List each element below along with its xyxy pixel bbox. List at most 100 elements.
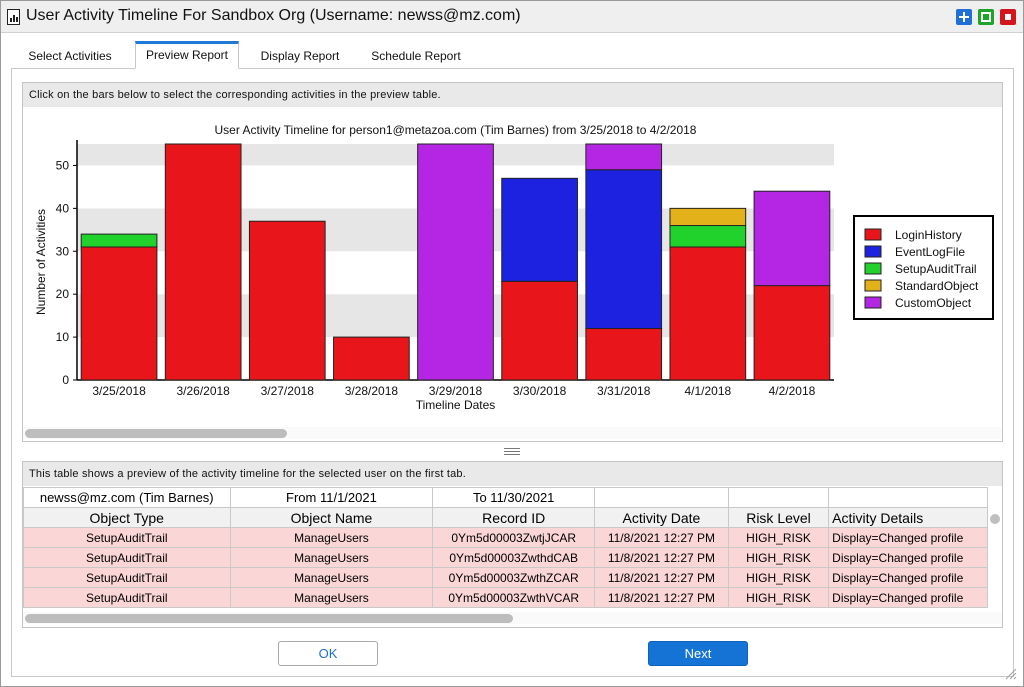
close-icon[interactable] (1000, 9, 1016, 25)
table-vertical-scroll-thumb[interactable] (990, 514, 1000, 524)
bar-loginhistory[interactable] (753, 285, 831, 381)
cell-risk-level: HIGH_RISK (727, 527, 830, 548)
tab-select-activities[interactable]: Select Activities (28, 49, 112, 63)
cell-activity-date: 11/8/2021 12:27 PM (594, 547, 729, 568)
legend-swatch (864, 296, 882, 309)
chart-hint: Click on the bars below to select the co… (23, 83, 1002, 107)
preview-table: newss@mz.com (Tim Barnes) From 11/1/2021… (23, 487, 988, 608)
bar-loginhistory[interactable] (164, 143, 242, 381)
cell-record-id: 0Ym5d00003ZwthZCAR (432, 567, 595, 588)
x-axis-label: Timeline Dates (416, 398, 496, 412)
plus-icon[interactable] (956, 9, 972, 25)
col-header-risk-level[interactable]: Risk Level (727, 507, 830, 528)
cell-record-id: 0Ym5d00003ZwthdCAB (432, 547, 595, 568)
legend-label: LoginHistory (895, 228, 962, 242)
col-header-activity-date[interactable]: Activity Date (594, 507, 729, 528)
table-meta-row: newss@mz.com (Tim Barnes) From 11/1/2021… (23, 487, 988, 508)
y-axis-label: Number of Activities (34, 209, 48, 315)
legend-swatch (864, 245, 882, 258)
col-header-record-id[interactable]: Record ID (432, 507, 595, 528)
cell-activity-details: Display=Changed profile (828, 587, 988, 608)
resize-grip-icon[interactable] (1005, 668, 1017, 680)
window-title: User Activity Timeline For Sandbox Org (… (26, 7, 521, 24)
bar-customobject[interactable] (585, 143, 663, 171)
preview-table-viewport: newss@mz.com (Tim Barnes) From 11/1/2021… (23, 487, 988, 611)
table-scroll-thumb[interactable] (25, 614, 513, 623)
chart-horizontal-scrollbar[interactable] (23, 427, 1002, 439)
ok-button[interactable]: OK (278, 641, 378, 666)
bar-eventlogfile[interactable] (585, 169, 663, 330)
x-tick-label: 3/29/2018 (429, 384, 483, 398)
bar-customobject[interactable] (417, 143, 494, 381)
cell-activity-details: Display=Changed profile (828, 547, 988, 568)
chart-scroll-thumb[interactable] (25, 429, 287, 438)
table-panel: This table shows a preview of the activi… (22, 461, 1003, 628)
cell-activity-date: 11/8/2021 12:27 PM (594, 587, 729, 608)
cell-activity-details: Display=Changed profile (828, 567, 988, 588)
legend-label: CustomObject (895, 296, 972, 310)
cell-risk-level: HIGH_RISK (727, 587, 830, 608)
meta-cell (594, 487, 729, 508)
tab-display-report[interactable]: Display Report (260, 49, 340, 63)
table-hint: This table shows a preview of the activi… (23, 462, 1002, 486)
y-tick-label: 50 (56, 158, 70, 172)
x-tick-label: 4/2/2018 (769, 384, 816, 398)
col-header-object-type[interactable]: Object Type (23, 507, 231, 528)
table-row[interactable]: SetupAuditTrail ManageUsers 0Ym5d00003Zw… (23, 587, 988, 608)
tab-schedule-report[interactable]: Schedule Report (371, 49, 461, 63)
activity-chart[interactable]: User Activity Timeline for person1@metaz… (23, 107, 1002, 427)
x-tick-label: 3/25/2018 (92, 384, 146, 398)
report-icon (7, 9, 20, 25)
split-divider-grip[interactable] (504, 448, 520, 457)
legend-label: EventLogFile (895, 245, 965, 259)
bar-loginhistory[interactable] (248, 220, 326, 381)
cell-activity-details: Display=Changed profile (828, 527, 988, 548)
y-tick-label: 30 (56, 244, 70, 258)
chart-panel: Click on the bars below to select the co… (22, 82, 1003, 442)
y-tick-label: 20 (56, 287, 70, 301)
meta-to: To 11/30/2021 (432, 487, 595, 508)
bar-loginhistory[interactable] (669, 246, 747, 381)
tab-content (11, 69, 1014, 677)
bar-eventlogfile[interactable] (501, 177, 578, 282)
bar-standardobject[interactable] (669, 207, 747, 227)
meta-cell (727, 487, 830, 508)
cell-record-id: 0Ym5d00003ZwthVCAR (432, 587, 595, 608)
x-tick-label: 3/31/2018 (597, 384, 651, 398)
meta-user: newss@mz.com (Tim Barnes) (23, 487, 231, 508)
x-tick-label: 4/1/2018 (684, 384, 731, 398)
next-button[interactable]: Next (648, 641, 748, 666)
y-tick-label: 40 (56, 201, 70, 215)
cell-object-name: ManageUsers (229, 587, 434, 608)
col-header-object-name[interactable]: Object Name (229, 507, 434, 528)
table-row[interactable]: SetupAuditTrail ManageUsers 0Ym5d00003Zw… (23, 527, 988, 548)
cell-object-name: ManageUsers (229, 527, 434, 548)
cell-activity-date: 11/8/2021 12:27 PM (594, 567, 729, 588)
bar-loginhistory[interactable] (80, 246, 158, 381)
cell-object-type: SetupAuditTrail (23, 587, 231, 608)
table-header-row: Object Type Object Name Record ID Activi… (23, 507, 988, 528)
bar-setupaudittrail[interactable] (669, 225, 747, 248)
x-tick-label: 3/28/2018 (345, 384, 399, 398)
tab-preview-report[interactable]: Preview Report (135, 41, 239, 69)
bar-setupaudittrail[interactable] (80, 233, 158, 248)
legend-swatch (864, 262, 882, 275)
bar-loginhistory[interactable] (585, 328, 663, 381)
chart-title: User Activity Timeline for person1@metaz… (215, 123, 697, 137)
table-row[interactable]: SetupAuditTrail ManageUsers 0Ym5d00003Zw… (23, 567, 988, 588)
table-horizontal-scrollbar[interactable] (23, 612, 1002, 624)
cell-object-name: ManageUsers (229, 567, 434, 588)
y-tick-label: 10 (56, 330, 70, 344)
tab-bar: Select Activities Preview Report Display… (11, 39, 1014, 69)
cell-risk-level: HIGH_RISK (727, 547, 830, 568)
bar-loginhistory[interactable] (501, 280, 578, 381)
legend-label: SetupAuditTrail (895, 262, 977, 276)
maximize-icon[interactable] (978, 9, 994, 25)
bar-customobject[interactable] (753, 190, 831, 287)
table-row[interactable]: SetupAuditTrail ManageUsers 0Ym5d00003Zw… (23, 547, 988, 568)
cell-record-id: 0Ym5d00003ZwtjJCAR (432, 527, 595, 548)
col-header-activity-details[interactable]: Activity Details (828, 507, 988, 528)
bar-loginhistory[interactable] (333, 336, 410, 381)
x-tick-label: 3/27/2018 (261, 384, 315, 398)
